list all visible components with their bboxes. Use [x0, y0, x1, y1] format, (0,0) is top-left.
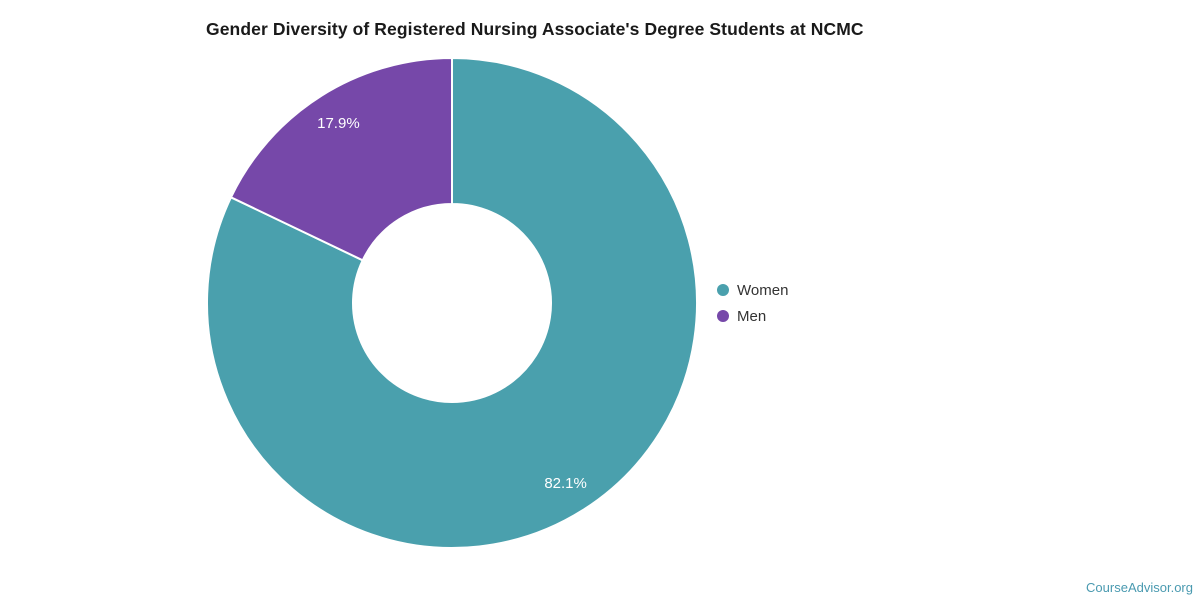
slice-label-women: 82.1% [544, 475, 587, 492]
legend-label-men: Men [737, 307, 767, 325]
courseadvisor-brand-link[interactable]: CourseAdvisor.org [1086, 580, 1193, 595]
legend-item-women[interactable]: Women [717, 277, 788, 303]
pie-slice-women[interactable] [206, 57, 698, 549]
slice-label-men: 17.9% [317, 115, 360, 132]
pie-slice-men[interactable] [229, 57, 453, 262]
legend-swatch-men [717, 310, 729, 322]
legend: Women Men [717, 277, 788, 329]
legend-swatch-women [717, 284, 729, 296]
legend-label-women: Women [737, 281, 789, 299]
legend-item-men[interactable]: Men [717, 303, 788, 329]
chart-title: Gender Diversity of Registered Nursing A… [206, 19, 864, 39]
